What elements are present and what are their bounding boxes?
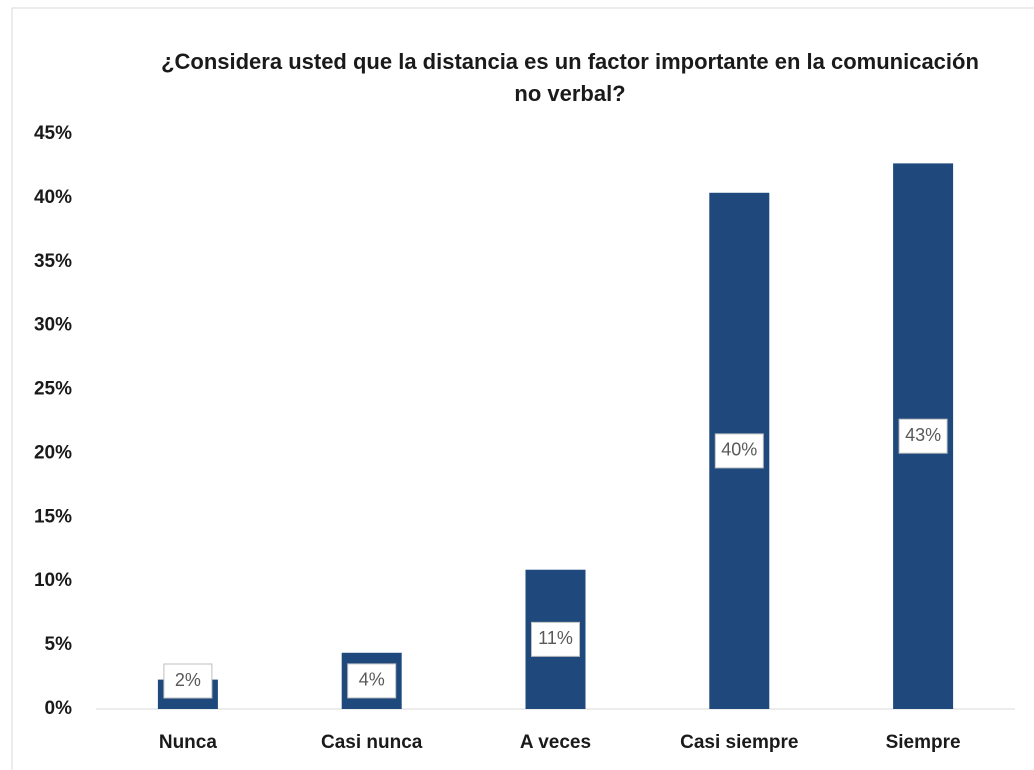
y-tick-label: 45% — [34, 123, 72, 144]
x-tick-label: Siempre — [886, 732, 961, 753]
data-label: 4% — [359, 670, 385, 690]
y-tick-label: 40% — [34, 187, 72, 208]
data-label: 43% — [905, 425, 941, 445]
y-tick-label: 30% — [34, 315, 72, 336]
data-label-box — [347, 663, 397, 699]
x-tick-label: Casi nunca — [321, 732, 423, 753]
data-label-box — [163, 663, 213, 699]
x-tick-label: Casi siempre — [680, 732, 798, 753]
data-label: 40% — [721, 440, 757, 460]
data-label: 2% — [175, 670, 201, 690]
chart-border — [11, 7, 1034, 770]
y-tick-label: 0% — [45, 698, 73, 719]
data-label-box — [714, 433, 764, 469]
y-tick-label: 10% — [34, 570, 72, 591]
y-tick-label: 35% — [34, 251, 72, 272]
data-label-box — [531, 621, 580, 657]
y-tick-label: 15% — [34, 506, 72, 527]
y-tick-label: 25% — [34, 379, 72, 400]
data-label-box — [898, 418, 948, 454]
data-label: 11% — [538, 628, 573, 648]
x-tick-label: A veces — [520, 732, 591, 753]
y-tick-label: 20% — [34, 442, 72, 463]
chart-title: ¿Considera usted que la distancia es un … — [161, 49, 979, 106]
x-tick-label: Nunca — [159, 732, 218, 753]
y-tick-label: 5% — [45, 634, 73, 655]
